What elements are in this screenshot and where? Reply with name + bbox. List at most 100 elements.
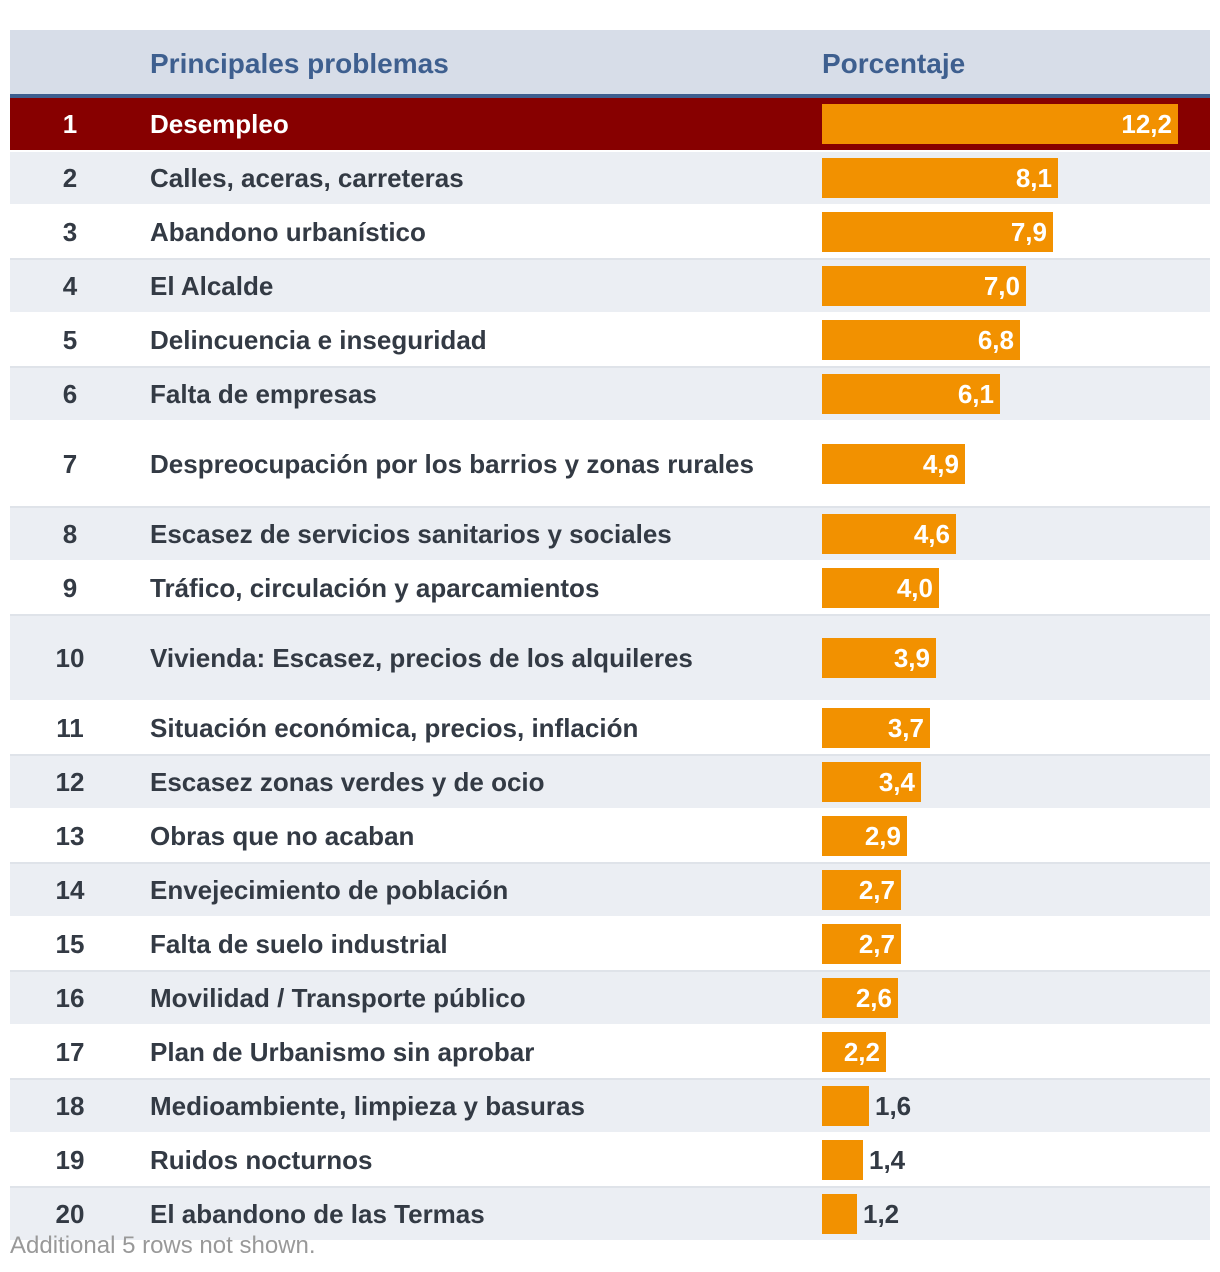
table-row: 2 Calles, aceras, carreteras 8,1 (10, 152, 1210, 206)
header-problems: Principales problemas (150, 48, 449, 79)
row-rank: 12 (55, 766, 85, 797)
bar (822, 816, 907, 856)
row-problem-label: Falta de empresas (150, 379, 377, 409)
bar-value-label: 2,6 (855, 983, 892, 1013)
bar-value-label: 1,6 (875, 1091, 912, 1121)
table-row: 8 Escasez de servicios sanitarios y socia… (10, 508, 1210, 562)
bar-cell: 7,9 (822, 206, 1210, 258)
bar-cell: 2,9 (822, 810, 1210, 862)
row-problem-label: Obras que no acaban (150, 821, 415, 851)
table-row: 13 Obras que no acaban 2,9 (10, 810, 1210, 864)
bar-value-label: 4,0 (896, 573, 933, 603)
table-row: 10 Vivienda: Escasez, precios de los alqu… (10, 616, 1210, 702)
bar (822, 978, 898, 1018)
row-rank: 5 (62, 324, 78, 355)
bar-cell: 4,9 (822, 422, 1210, 506)
table-body: 1 Desempleo 12,2 2 Calles, aceras, carretera… (10, 98, 1210, 1242)
bar (822, 1086, 869, 1126)
table-row: 1 Desempleo 12,2 (10, 98, 1210, 152)
header-percentage: Porcentaje (822, 48, 966, 79)
row-rank: 13 (55, 820, 85, 851)
row-rank: 18 (55, 1090, 85, 1121)
bar-value-label: 1,4 (869, 1145, 906, 1175)
row-problem-label: Escasez zonas verdes y de ocio (150, 767, 545, 797)
bar-cell: 4,0 (822, 562, 1210, 614)
bar-cell: 2,2 (822, 1026, 1210, 1078)
bar (822, 444, 965, 484)
bar-cell: 7,0 (822, 260, 1210, 312)
row-rank: 4 (62, 270, 78, 301)
table-row: 3 Abandono urbanístico 7,9 (10, 206, 1210, 260)
row-problem-label: Falta de suelo industrial (150, 929, 448, 959)
bar (822, 762, 921, 802)
bar-cell: 8,1 (822, 152, 1210, 204)
bar-value-label: 1,2 (863, 1199, 900, 1229)
bar (822, 374, 1000, 414)
bar-cell: 3,7 (822, 702, 1210, 754)
row-rank: 16 (55, 982, 85, 1013)
row-rank: 3 (62, 216, 78, 247)
bar-value-label: 6,1 (957, 379, 994, 409)
row-problem-label: Tráfico, circulación y aparcamientos (150, 573, 600, 603)
bar-cell: 1,6 (822, 1080, 1210, 1132)
row-rank: 19 (55, 1144, 85, 1175)
bar-value-label: 6,8 (977, 325, 1014, 355)
bar-cell: 1,4 (822, 1134, 1210, 1186)
bar-value-label: 2,9 (864, 821, 901, 851)
table-row: 15 Falta de suelo industrial 2,7 (10, 918, 1210, 972)
row-problem-label: Desempleo (150, 109, 289, 139)
row-rank: 17 (55, 1036, 85, 1067)
bar-cell: 4,6 (822, 508, 1210, 560)
row-rank: 15 (55, 928, 85, 959)
bar-cell: 1,2 (822, 1188, 1210, 1240)
row-problem-label: Plan de Urbanismo sin aprobar (150, 1037, 535, 1067)
bar-value-label: 3,4 (878, 767, 915, 797)
row-problem-label: Situación económica, precios, inflación (150, 713, 639, 743)
bar-cell: 3,4 (822, 756, 1210, 808)
bar (822, 870, 901, 910)
bar-cell: 6,8 (822, 314, 1210, 366)
row-problem-label: Escasez de servicios sanitarios y social… (150, 519, 672, 549)
row-problem-label: El abandono de las Termas (150, 1199, 485, 1229)
bar-value-label: 2,7 (858, 929, 895, 959)
bar-value-label: 3,7 (887, 713, 924, 743)
row-problem-label: Calles, aceras, carreteras (150, 163, 464, 193)
row-rank: 6 (62, 378, 78, 409)
bar-cell: 3,9 (822, 616, 1210, 700)
bar-cell: 2,7 (822, 864, 1210, 916)
table-row: 9 Tráfico, circulación y aparcamientos 4,0 (10, 562, 1210, 616)
row-problem-label: Ruidos nocturnos (150, 1145, 373, 1175)
bar (822, 1194, 857, 1234)
bar (822, 266, 1026, 306)
row-problem-label: El Alcalde (150, 271, 274, 301)
problems-table: Principales problemas Porcentaje 1 Desemp… (10, 30, 1210, 1242)
bar (822, 1140, 863, 1180)
bar-value-label: 7,0 (983, 271, 1020, 301)
table-row: 7 Despreocupación por los barrios y zonas… (10, 422, 1210, 508)
row-rank: 14 (55, 874, 85, 905)
row-rank: 10 (55, 642, 85, 673)
bar-value-label: 7,9 (1010, 217, 1047, 247)
bar-value-label: 4,6 (913, 519, 950, 549)
bar-value-label: 2,2 (843, 1037, 880, 1067)
row-problem-label: Vivienda: Escasez, precios de los alquil… (150, 643, 693, 673)
table-row: 17 Plan de Urbanismo sin aprobar 2,2 (10, 1026, 1210, 1080)
row-problem-label: Despreocupación por los barrios y zonas … (150, 449, 754, 479)
bar-value-label: 2,7 (858, 875, 895, 905)
row-rank: 9 (62, 572, 78, 603)
bar (822, 158, 1058, 198)
table-row: 18 Medioambiente, limpieza y basuras 1,6 (10, 1080, 1210, 1134)
table-row: 14 Envejecimiento de población 2,7 (10, 864, 1210, 918)
bar-cell: 2,6 (822, 972, 1210, 1024)
row-rank: 8 (62, 518, 78, 549)
row-problem-label: Envejecimiento de población (150, 875, 509, 905)
bar-cell: 12,2 (822, 98, 1210, 150)
bar (822, 514, 956, 554)
bar (822, 638, 936, 678)
bar (822, 1032, 886, 1072)
footer-note: Additional 5 rows not shown. (10, 1232, 316, 1259)
table-row: 12 Escasez zonas verdes y de ocio 3,4 (10, 756, 1210, 810)
bar-cell: 6,1 (822, 368, 1210, 420)
bar-value-label: 8,1 (1015, 163, 1052, 193)
bar (822, 708, 930, 748)
